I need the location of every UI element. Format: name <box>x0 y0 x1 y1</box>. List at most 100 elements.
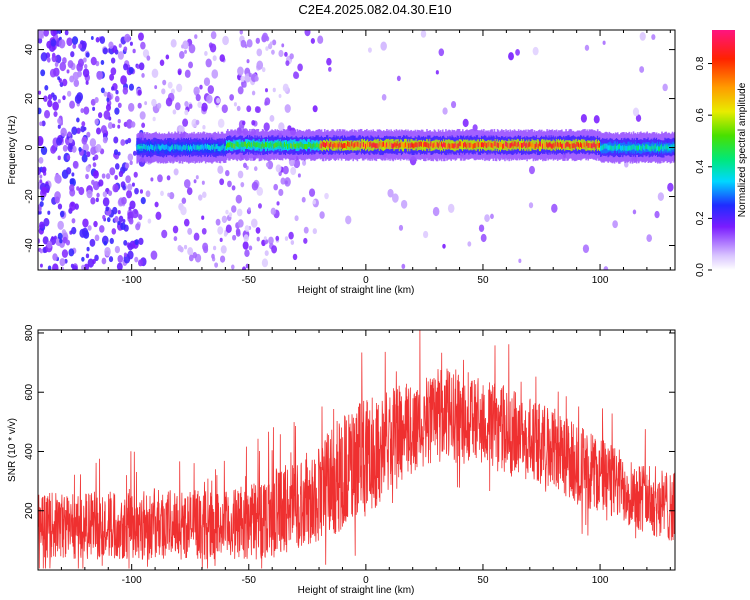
noise-cell <box>289 53 294 60</box>
band-cell <box>340 142 343 148</box>
noise-cell <box>98 112 103 119</box>
band-cell <box>308 141 310 147</box>
noise-cell <box>198 194 203 201</box>
noise-cell <box>256 48 263 57</box>
noise-cell <box>250 218 258 228</box>
y-tick-label: 600 <box>24 383 35 400</box>
band-cell <box>269 142 271 148</box>
band-cell <box>173 146 175 152</box>
band-cell <box>503 143 505 149</box>
band-cell <box>203 144 206 150</box>
noise-cell <box>302 160 307 166</box>
band-cell <box>544 142 546 148</box>
band-cell <box>329 143 331 149</box>
noise-cell <box>72 43 77 49</box>
noise-cell <box>40 146 48 156</box>
noise-cell <box>114 245 121 254</box>
band-cell <box>374 143 377 149</box>
noise-cell <box>70 263 74 269</box>
noise-cell <box>151 68 159 79</box>
band-cell <box>152 145 154 151</box>
band-cell <box>196 145 199 151</box>
band-cell <box>294 143 297 149</box>
band-cell <box>558 142 561 148</box>
band-cell <box>560 141 562 147</box>
band-cell <box>669 146 672 152</box>
band-cell <box>607 145 610 151</box>
noise-cell <box>117 118 121 124</box>
y-tick-label: 400 <box>24 443 35 460</box>
noise-cell <box>94 234 100 242</box>
noise-cell <box>85 173 89 180</box>
band-cell <box>436 141 439 147</box>
band-cell <box>366 142 368 148</box>
noise-cell <box>139 111 146 120</box>
noise-cell <box>137 89 142 96</box>
band-cell <box>439 143 442 149</box>
noise-cell <box>94 118 99 125</box>
noise-cell <box>231 205 237 213</box>
band-cell <box>217 145 220 151</box>
y-tick-label: 20 <box>24 93 35 105</box>
x-tick-label: 0 <box>363 575 369 586</box>
noise-cell <box>105 104 111 112</box>
noise-cell <box>508 52 514 61</box>
x-tick-label: -50 <box>242 275 257 286</box>
noise-cell <box>278 94 282 99</box>
band-cell <box>287 144 289 149</box>
noise-cell <box>160 190 164 196</box>
noise-cell <box>528 202 534 209</box>
band-cell <box>275 142 278 148</box>
noise-cell <box>584 44 590 51</box>
band-cell <box>478 141 481 152</box>
noise-cell <box>235 194 242 204</box>
band-cell <box>450 143 453 149</box>
noise-cell <box>98 179 104 187</box>
band-cell <box>392 143 395 149</box>
x-tick-label: 0 <box>363 275 369 286</box>
noise-cell <box>94 97 99 104</box>
noise-cell <box>515 49 520 56</box>
bottom-x-axis-label: Height of straight line (km) <box>298 585 415 596</box>
band-cell <box>530 143 533 149</box>
band-cell <box>553 143 556 149</box>
band-cell <box>548 142 551 148</box>
noise-cell <box>467 241 472 247</box>
x-tick-label: 50 <box>477 275 489 286</box>
band-cell <box>276 142 279 148</box>
band-cell <box>596 141 599 147</box>
noise-cell <box>71 172 75 177</box>
band-cell <box>413 143 416 149</box>
noise-cell <box>102 47 108 55</box>
band-cell <box>441 143 444 149</box>
noise-cell <box>107 122 113 129</box>
noise-cell <box>319 211 325 219</box>
noise-cell <box>272 87 276 93</box>
noise-cell <box>170 88 175 95</box>
band-cell <box>572 143 575 149</box>
noise-cell <box>53 67 60 77</box>
noise-cell <box>303 226 309 234</box>
band-cell <box>399 142 402 148</box>
noise-cell <box>65 239 71 246</box>
band-cell <box>506 141 508 147</box>
band-cell <box>639 144 641 150</box>
band-cell <box>293 142 295 148</box>
band-cell <box>454 142 457 148</box>
noise-cell <box>284 104 291 113</box>
noise-cell <box>57 117 62 125</box>
band-cell <box>432 143 435 149</box>
band-cell <box>201 143 204 149</box>
band-cell <box>624 145 626 151</box>
noise-cell <box>251 90 256 96</box>
noise-cell <box>480 233 487 243</box>
noise-cell <box>137 259 144 267</box>
band-cell <box>264 142 267 147</box>
band-cell <box>349 142 351 148</box>
band-cell <box>664 144 666 150</box>
band-cell <box>495 142 498 148</box>
noise-cell <box>217 226 224 235</box>
band-cell <box>363 143 366 149</box>
noise-cell <box>284 236 289 241</box>
noise-cell <box>269 115 275 122</box>
